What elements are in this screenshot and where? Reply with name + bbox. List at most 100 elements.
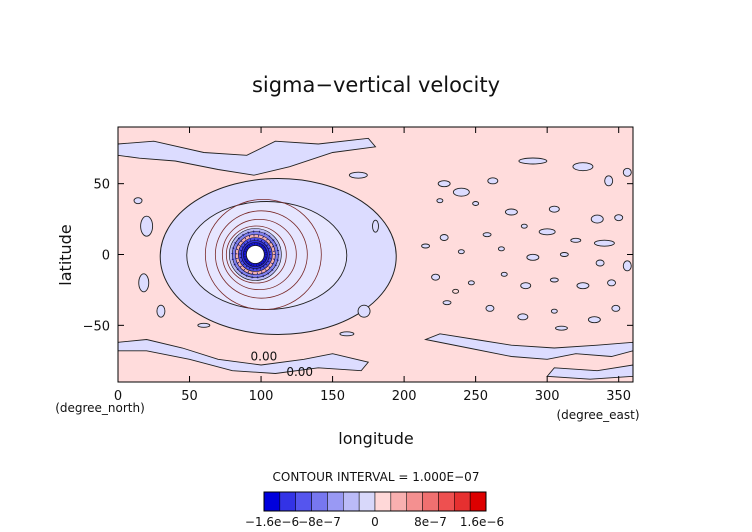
vortex-core-spoke bbox=[264, 256, 280, 261]
x-axis-label: longitude bbox=[338, 429, 413, 448]
contour-blob bbox=[572, 162, 594, 172]
colorbar-swatch bbox=[327, 491, 344, 512]
contour-blob bbox=[518, 157, 548, 165]
contour-blob bbox=[504, 208, 518, 216]
y-tick-label: −50 bbox=[83, 319, 110, 334]
negative-region bbox=[424, 333, 633, 360]
contour-blob bbox=[138, 273, 150, 293]
vortex-core-spoke bbox=[247, 230, 253, 246]
contour-blob bbox=[439, 234, 449, 241]
x-tick-label: 150 bbox=[320, 389, 345, 404]
vortex-core-spoke bbox=[265, 249, 281, 254]
vortex-core-spoke bbox=[253, 229, 256, 245]
vortex-core-spoke bbox=[259, 231, 266, 246]
contour-blob bbox=[593, 239, 615, 247]
contour-blob bbox=[421, 243, 431, 249]
contour-blob bbox=[622, 167, 632, 177]
x-tick-label: 100 bbox=[249, 389, 274, 404]
colorbar-frame bbox=[263, 491, 487, 512]
contour-blob bbox=[500, 271, 508, 277]
x-tick-label: 0 bbox=[114, 389, 122, 404]
contour-blob bbox=[607, 279, 616, 287]
colorbar bbox=[263, 491, 487, 512]
contour-blob bbox=[485, 304, 495, 312]
contour-blob bbox=[590, 214, 604, 224]
colorbar-tick-label: −8e−7 bbox=[298, 515, 341, 529]
contour-blob bbox=[550, 308, 558, 314]
contour-blob bbox=[570, 237, 582, 243]
contour-line bbox=[221, 218, 297, 291]
colorbar-tick-label: 8e−7 bbox=[414, 515, 447, 529]
contour-blob bbox=[357, 304, 371, 318]
colorbar-tick-label: −1.6e−6 bbox=[245, 515, 299, 529]
contour-blob bbox=[614, 214, 624, 222]
contour-interval-text: CONTOUR INTERVAL = 1.000E−07 bbox=[273, 470, 480, 484]
contour-label: 0.00 bbox=[286, 365, 313, 379]
contour-blob bbox=[595, 259, 605, 267]
vortex-core-spoke bbox=[233, 241, 247, 250]
vortex-core-spoke bbox=[230, 253, 246, 255]
contour-blob bbox=[517, 313, 529, 321]
negative-region bbox=[118, 137, 377, 176]
contour-blob bbox=[452, 288, 460, 294]
x-tick-label: 250 bbox=[463, 389, 488, 404]
contour-blob bbox=[140, 215, 154, 237]
contour-blob bbox=[520, 282, 532, 290]
x-tick-label: 350 bbox=[606, 389, 631, 404]
contour-blob bbox=[548, 205, 560, 213]
contour-blob bbox=[339, 331, 355, 337]
contour-line bbox=[214, 210, 308, 299]
plot-area: 0.00 0.00 bbox=[117, 126, 634, 383]
contour-blob bbox=[197, 322, 211, 328]
colorbar-swatch bbox=[295, 491, 312, 512]
contour-blob bbox=[133, 197, 143, 205]
contour-blob bbox=[487, 177, 499, 185]
contour-blob bbox=[555, 325, 568, 331]
contour-blob bbox=[538, 228, 556, 236]
contour-label: 0.00 bbox=[251, 350, 278, 364]
y-unit-label: (degree_north) bbox=[55, 401, 145, 415]
colorbar-tick-label: 1.6e−6 bbox=[460, 515, 504, 529]
x-unit-label: (degree_east) bbox=[556, 408, 639, 422]
vortex-core-spoke bbox=[258, 263, 265, 279]
colorbar-swatch bbox=[343, 491, 360, 512]
contour-blob bbox=[457, 249, 465, 255]
contour-line bbox=[204, 198, 322, 310]
contour-blob bbox=[431, 273, 441, 281]
contour-blob bbox=[520, 223, 528, 229]
colorbar-swatch bbox=[279, 491, 296, 512]
colorbar-swatch bbox=[374, 491, 392, 512]
contour-blob bbox=[549, 277, 559, 283]
colorbar-swatch bbox=[469, 491, 487, 512]
vortex-core-spoke bbox=[230, 256, 246, 261]
contour-blob bbox=[452, 187, 470, 197]
vortex-core-spoke bbox=[263, 258, 278, 267]
colorbar-tick-label: 0 bbox=[371, 515, 379, 529]
contour-blob bbox=[472, 201, 480, 206]
contour-blob bbox=[526, 253, 540, 261]
colorbar-swatch bbox=[311, 491, 328, 512]
vortex-core-spoke bbox=[231, 247, 246, 253]
contour-label-layer: 0.00 0.00 bbox=[251, 350, 313, 380]
colorbar-swatch bbox=[438, 491, 455, 512]
vortex-center bbox=[245, 245, 265, 264]
x-tick-label: 50 bbox=[181, 389, 198, 404]
contour-blob bbox=[372, 219, 379, 233]
vortex-core-spoke bbox=[237, 236, 249, 248]
contour-blob bbox=[587, 316, 601, 324]
vortex-core-spoke bbox=[262, 260, 275, 272]
contour-blob bbox=[156, 304, 166, 318]
y-tick-label: 0 bbox=[102, 249, 110, 264]
vortex-core-spoke bbox=[260, 262, 270, 276]
vortex-core-spoke bbox=[241, 233, 251, 247]
vortex-core-spoke bbox=[255, 264, 259, 280]
x-tick-label: 200 bbox=[392, 389, 417, 404]
vortex-core-spoke bbox=[240, 262, 250, 275]
contour-blob bbox=[559, 252, 569, 257]
contour-blob bbox=[482, 232, 492, 238]
contour-blob bbox=[604, 175, 614, 187]
contour-blob bbox=[467, 280, 475, 286]
contour-blob bbox=[497, 246, 505, 252]
colorbar-swatch bbox=[358, 491, 376, 512]
